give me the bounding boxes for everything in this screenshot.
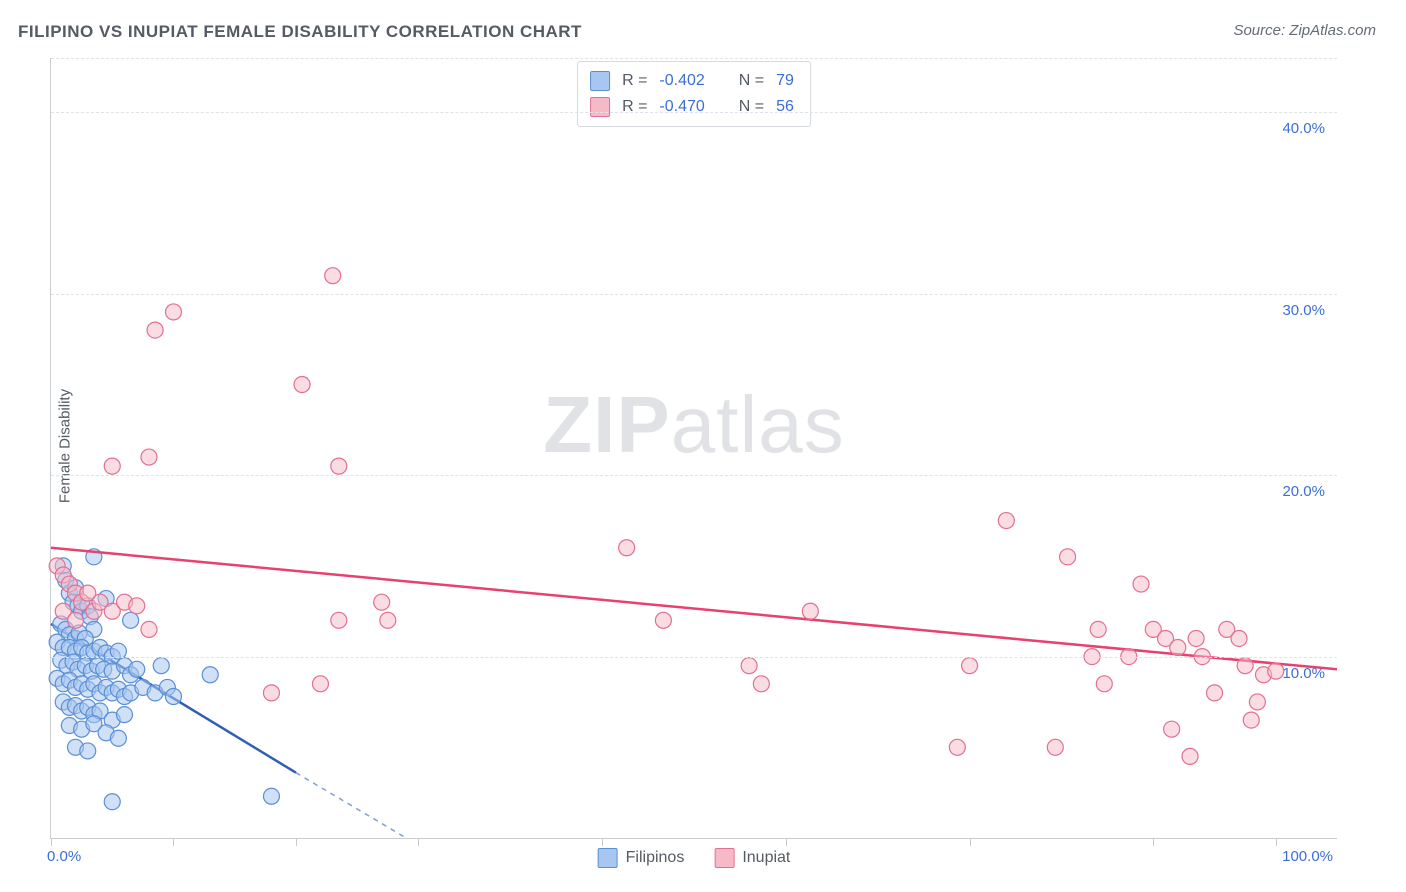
x-tick-label: 100.0% [1282,848,1333,865]
data-point [1188,630,1204,646]
data-point [129,598,145,614]
stats-row: R = -0.402 N = 79 [590,68,794,94]
data-point [141,449,157,465]
legend-label: Filipinos [626,849,685,867]
y-tick-label: 30.0% [1282,302,1325,319]
x-tick [296,838,297,846]
data-point [1096,676,1112,692]
r-value: -0.470 [659,94,704,120]
data-point [165,689,181,705]
x-tick [602,838,603,846]
data-point [325,268,341,284]
data-point [147,322,163,338]
bottom-legend: Filipinos Inupiat [598,848,791,868]
legend-swatch [590,97,610,117]
regression-line-dashed [296,773,406,838]
x-tick [786,838,787,846]
legend-swatch [714,848,734,868]
n-label: N = [739,68,764,94]
x-tick [51,838,52,846]
data-point [619,540,635,556]
gridline-h [51,294,1337,295]
regression-line [51,548,1337,670]
chart-title: FILIPINO VS INUPIAT FEMALE DISABILITY CO… [18,22,582,42]
chart-container: FILIPINO VS INUPIAT FEMALE DISABILITY CO… [0,0,1406,892]
data-point [110,730,126,746]
legend-label: Inupiat [742,849,790,867]
x-tick [1276,838,1277,846]
data-point [1090,621,1106,637]
data-point [1182,748,1198,764]
r-value: -0.402 [659,68,704,94]
n-value: 56 [776,94,794,120]
gridline-h [51,58,1337,59]
data-point [1268,663,1284,679]
data-point [104,458,120,474]
data-point [802,603,818,619]
r-label: R = [622,94,647,120]
data-point [1133,576,1149,592]
legend-swatch [590,71,610,91]
data-point [141,621,157,637]
r-label: R = [622,68,647,94]
y-tick-label: 10.0% [1282,665,1325,682]
data-point [67,612,83,628]
data-point [1060,549,1076,565]
plot-area: ZIPatlas R =-0.402N =79R =-0.470N =56 Fi… [50,58,1337,839]
data-point [1164,721,1180,737]
stats-box: R = -0.402 N = 79 R = -0.470 N = 56 [577,61,811,127]
data-point [80,743,96,759]
data-point [123,612,139,628]
x-tick [1153,838,1154,846]
source-attribution: Source: ZipAtlas.com [1233,22,1376,39]
data-point [1047,739,1063,755]
y-tick-label: 40.0% [1282,120,1325,137]
data-point [1243,712,1259,728]
data-point [962,658,978,674]
data-point [1249,694,1265,710]
gridline-h [51,112,1337,113]
data-point [1207,685,1223,701]
data-point [331,458,347,474]
data-point [116,707,132,723]
data-point [202,667,218,683]
x-tick [418,838,419,846]
data-point [263,685,279,701]
data-point [741,658,757,674]
n-label: N = [739,94,764,120]
gridline-h [51,657,1337,658]
n-value: 79 [776,68,794,94]
chart-svg [51,58,1337,838]
legend-swatch [598,848,618,868]
data-point [753,676,769,692]
stats-row: R = -0.470 N = 56 [590,94,794,120]
data-point [263,788,279,804]
data-point [1237,658,1253,674]
data-point [312,676,328,692]
x-tick [173,838,174,846]
y-tick-label: 20.0% [1282,483,1325,500]
data-point [1170,640,1186,656]
legend-item: Filipinos [598,848,685,868]
data-point [129,661,145,677]
data-point [380,612,396,628]
data-point [165,304,181,320]
gridline-h [51,475,1337,476]
data-point [655,612,671,628]
data-point [949,739,965,755]
data-point [331,612,347,628]
data-point [998,513,1014,529]
data-point [1231,630,1247,646]
data-point [294,377,310,393]
data-point [374,594,390,610]
data-point [153,658,169,674]
legend-item: Inupiat [714,848,790,868]
x-tick-label: 0.0% [47,848,81,865]
x-tick [970,838,971,846]
data-point [104,794,120,810]
